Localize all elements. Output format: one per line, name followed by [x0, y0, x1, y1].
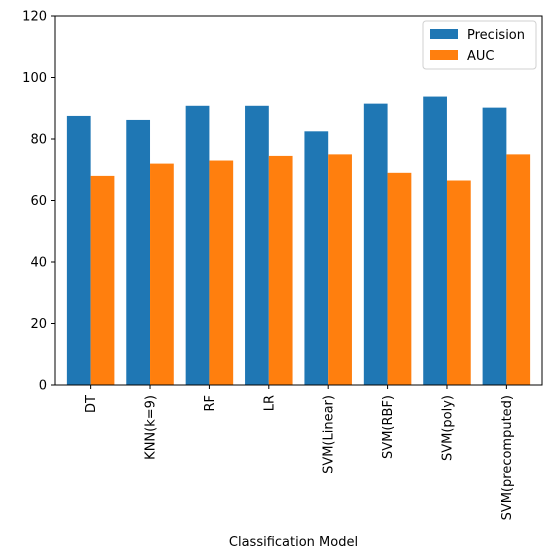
bar-precision-1	[126, 119, 151, 385]
bar-precision-7	[482, 107, 507, 385]
bar-auc-0	[90, 175, 115, 385]
x-tick-label-3: LR	[262, 395, 277, 411]
bars-group	[66, 96, 531, 385]
bar-auc-2	[209, 160, 234, 385]
x-tick-label-4: SVM(Linear)	[322, 395, 337, 474]
x-tick-label-1: KNN(k=9)	[144, 395, 159, 460]
x-axis: DT KNN(k=9) RF LR SVM(Linear) SVM(RBF) SVM(pol…	[84, 385, 515, 520]
y-tick-label-2: 40	[30, 256, 47, 271]
legend-label-precision: Precision	[467, 28, 525, 43]
y-axis: 0 20 40 60 80 100 120	[22, 10, 55, 394]
y-tick-label-0: 0	[39, 379, 47, 394]
y-tick-label-5: 100	[22, 71, 47, 86]
bar-auc-1	[150, 163, 174, 385]
bar-auc-5	[387, 172, 412, 385]
bar-auc-3	[268, 155, 293, 385]
x-tick-label-7: SVM(precomputed)	[500, 395, 515, 520]
bar-auc-4	[328, 154, 352, 385]
y-tick-label-3: 60	[30, 194, 47, 209]
bar-precision-4	[304, 131, 329, 385]
bar-precision-0	[66, 115, 91, 385]
legend: Precision AUC	[422, 20, 537, 70]
bar-precision-2	[185, 105, 210, 385]
plot-frame	[54, 15, 543, 386]
bar-precision-5	[363, 103, 388, 385]
x-tick-label-0: DT	[84, 395, 99, 413]
legend-swatch-precision	[430, 29, 458, 39]
bar-precision-6	[423, 96, 447, 385]
y-tick-label-4: 80	[30, 133, 47, 148]
x-tick-label-2: RF	[203, 395, 218, 412]
y-tick-label-1: 20	[30, 317, 47, 332]
bar-auc-6	[446, 180, 471, 385]
bar-precision-3	[245, 105, 269, 385]
y-tick-label-6: 120	[22, 10, 47, 25]
x-tick-label-5: SVM(RBF)	[381, 395, 396, 459]
bar-auc-7	[506, 154, 531, 385]
x-tick-label-6: SVM(poly)	[440, 395, 455, 461]
x-axis-title: Classification Model	[229, 535, 358, 550]
legend-swatch-auc	[430, 50, 458, 60]
legend-label-auc: AUC	[467, 49, 495, 64]
